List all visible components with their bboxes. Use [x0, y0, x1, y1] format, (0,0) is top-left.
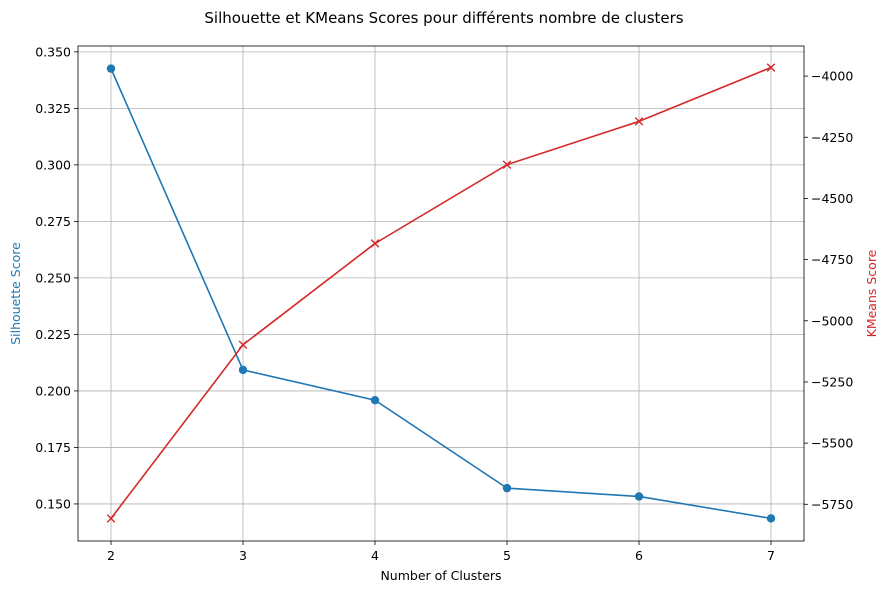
x-axis-label: Number of Clusters [380, 568, 501, 583]
y-right-tick-label: −5000 [811, 313, 853, 328]
data-point [238, 365, 248, 375]
x-tick-label: 7 [767, 548, 775, 563]
data-point [766, 514, 776, 523]
y-left-tick-label: 0.250 [35, 270, 71, 285]
y-left-tick-label: 0.200 [35, 383, 71, 398]
y-left-tick-label: 0.325 [35, 101, 71, 116]
data-point [634, 117, 644, 126]
x-axis: 2 3 4 5 6 7 [107, 541, 775, 563]
x-tick-label: 3 [239, 548, 247, 563]
y-left-tick-label: 0.300 [35, 157, 71, 172]
data-point [106, 64, 116, 73]
y-left-tick-label: 0.350 [35, 44, 71, 59]
x-tick-label: 6 [635, 548, 643, 563]
y-right-tick-label: −4000 [811, 69, 853, 84]
y-right-tick-label: −5250 [811, 374, 853, 389]
y-axis-left: 0.150 0.175 0.200 0.225 0.250 0.275 0.300 0.325… [35, 44, 78, 511]
data-point [502, 160, 512, 169]
series-silhouette [106, 64, 776, 523]
y-left-tick-label: 0.275 [35, 214, 71, 229]
series-line [110, 68, 772, 520]
data-point [370, 395, 380, 405]
series-line [110, 66, 772, 519]
plot-frame [77, 45, 805, 542]
data-point [502, 483, 512, 493]
x-tick-label: 4 [371, 548, 379, 563]
data-point [370, 239, 380, 248]
y-left-tick-label: 0.150 [35, 496, 71, 511]
data-point [766, 63, 776, 72]
chart-title: Silhouette et KMeans Scores pour différe… [204, 9, 683, 27]
y-left-tick-label: 0.225 [35, 327, 71, 342]
y-right-tick-label: −4250 [811, 130, 853, 145]
y-axis-left-label: Silhouette Score [8, 242, 23, 345]
y-right-tick-label: −4500 [811, 191, 853, 206]
y-axis-right-label: KMeans Score [864, 249, 879, 337]
x-tick-label: 2 [107, 548, 115, 563]
data-point [238, 340, 248, 350]
y-left-tick-label: 0.175 [35, 440, 71, 455]
y-right-tick-label: −4750 [811, 252, 853, 267]
x-tick-label: 5 [503, 548, 511, 563]
y-right-tick-label: −5750 [811, 497, 853, 512]
y-right-tick-label: −5500 [811, 436, 853, 451]
series-kmeans [106, 63, 776, 523]
series-layer [106, 63, 776, 523]
grid [78, 46, 804, 541]
data-point [634, 492, 644, 501]
y-axis-right: −5750 −5500 −5250 −5000 −4750 −4500 −4250 −4000 [804, 69, 853, 512]
data-point [106, 514, 116, 523]
